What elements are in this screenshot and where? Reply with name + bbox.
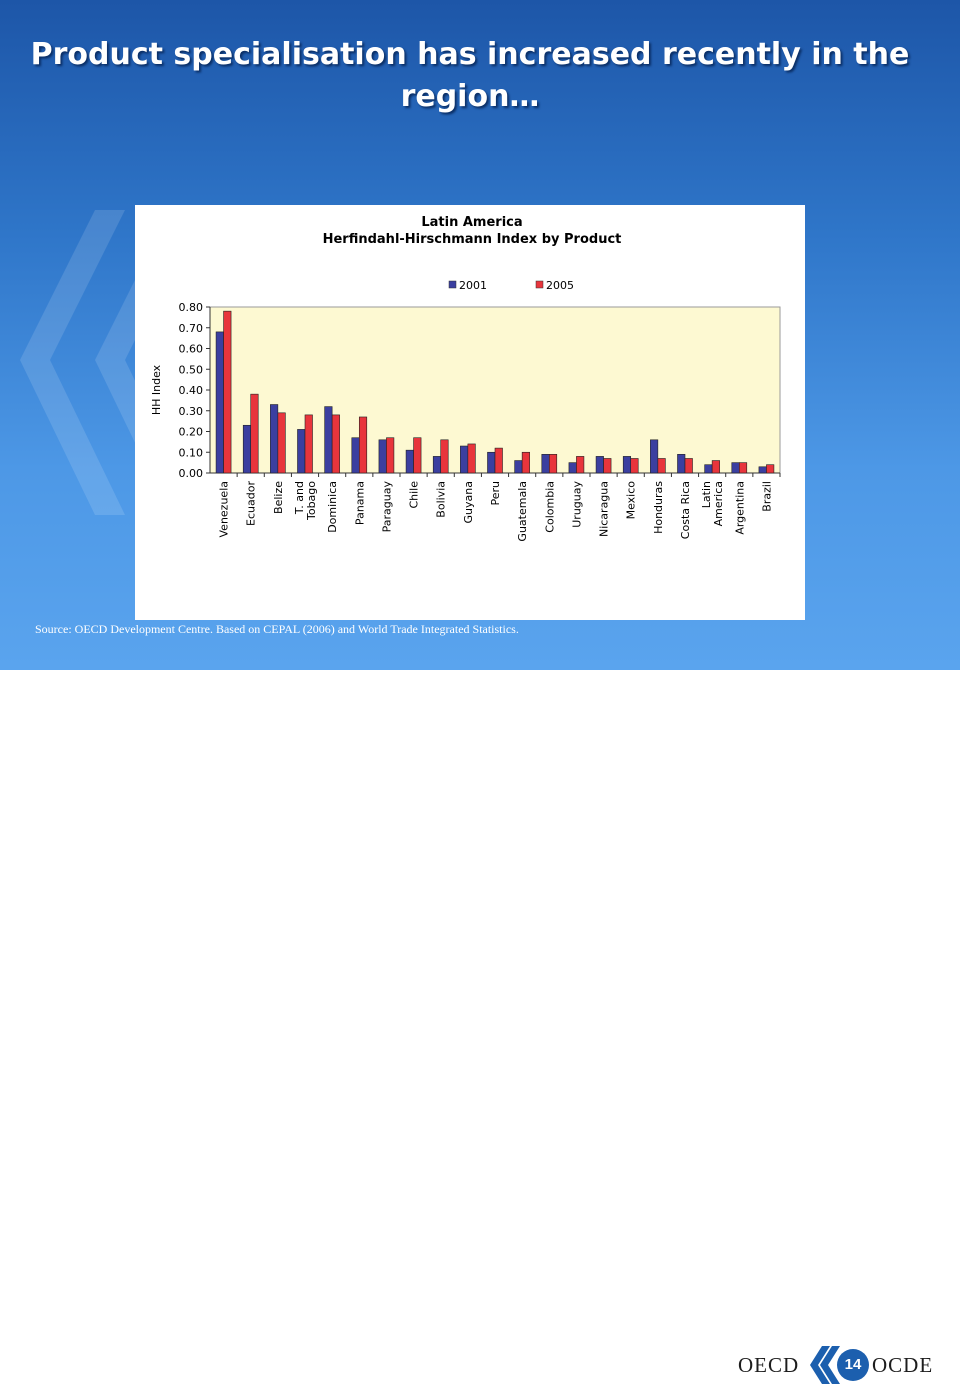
bar-2001-venezuela xyxy=(215,331,224,474)
x-category-label: Chile xyxy=(408,481,421,509)
bar-2005-peru xyxy=(494,447,503,474)
bar-2005-paraguay xyxy=(386,437,395,474)
y-tick-label: 0.10 xyxy=(179,446,204,459)
bar-2005-latin-america xyxy=(711,460,720,474)
x-category-label: Argentina xyxy=(733,481,746,535)
bar-2005-nicaragua xyxy=(603,458,612,474)
bar-2001-panama xyxy=(351,437,360,474)
x-category-label: Ecuador xyxy=(245,481,258,526)
bar-2005-honduras xyxy=(657,458,666,474)
x-category-label: Colombia xyxy=(543,481,556,533)
slide: Product specialisation has increased rec… xyxy=(0,0,960,670)
bar-2005-brazil xyxy=(766,464,775,474)
chart-title-line-1: Latin America xyxy=(421,215,522,230)
x-category-label: Paraguay xyxy=(380,481,393,533)
bar-2005-mexico xyxy=(630,458,639,474)
bar-2005-venezuela xyxy=(223,310,232,474)
x-category-label: Honduras xyxy=(652,481,665,534)
chart-title-line-2: Herfindahl-Hirschmann Index by Product xyxy=(323,232,622,247)
footer: OECD 14 OCDE xyxy=(0,670,960,1384)
x-category-label: Uruguay xyxy=(570,481,583,528)
bar-2001-peru xyxy=(487,451,496,474)
bar-2001-argentina xyxy=(731,462,740,474)
legend-swatch-2005 xyxy=(535,280,544,289)
bar-2001-nicaragua xyxy=(595,456,604,474)
bar-2001-guyana xyxy=(460,445,469,474)
y-tick-label: 0.70 xyxy=(179,322,204,335)
legend-label-2001: 2001 xyxy=(459,279,487,292)
bar-2001-colombia xyxy=(541,454,550,474)
bar-2005-chile xyxy=(413,437,422,474)
bar-2001-bolivia xyxy=(432,456,442,474)
oecd-logo-text: OECD xyxy=(738,1353,800,1377)
bar-2005-panama xyxy=(358,416,368,474)
x-category-label: Venezuela xyxy=(218,481,231,538)
bar-2005-guatemala xyxy=(521,451,530,474)
y-tick-label: 0.30 xyxy=(179,405,204,418)
y-tick-label: 0.60 xyxy=(179,343,204,356)
bar-2005-colombia xyxy=(548,454,558,474)
y-tick-label: 0.50 xyxy=(179,363,204,376)
y-tick-label: 0.40 xyxy=(179,384,204,397)
bar-2005-guyana xyxy=(467,443,476,474)
y-axis-label: HH Index xyxy=(150,364,163,415)
x-category-label: T. andTobago xyxy=(293,481,318,521)
bar-2001-costa-rica xyxy=(677,454,686,474)
x-category-label: Panama xyxy=(353,481,366,525)
x-category-label: Costa Rica xyxy=(679,481,692,539)
source-note: Source: OECD Development Centre. Based o… xyxy=(35,622,519,636)
y-tick-label: 0.00 xyxy=(179,467,204,480)
bar-2005-costa-rica xyxy=(684,458,693,474)
x-category-label: Dominica xyxy=(326,481,339,533)
bar-2005-dominica xyxy=(331,414,340,474)
bar-2005-belize xyxy=(277,412,286,474)
bar-2005-t-and-tobago xyxy=(304,414,313,474)
hh-index-bar-chart: Latin America Herfindahl-Hirschmann Index… xyxy=(135,205,805,620)
x-category-label: Belize xyxy=(272,481,285,514)
bar-2005-uruguay xyxy=(576,456,585,474)
bar-2005-bolivia xyxy=(440,439,449,474)
slide-title: Product specialisation has increased rec… xyxy=(30,37,910,114)
page-number-badge: 14 xyxy=(837,1349,869,1381)
bar-2001-latin-america xyxy=(704,464,713,474)
bar-2001-uruguay xyxy=(568,462,577,474)
x-category-label: Nicaragua xyxy=(598,481,611,537)
bar-2001-dominica xyxy=(324,406,333,474)
bar-2001-guatemala xyxy=(514,460,523,474)
legend-swatch-2001 xyxy=(448,280,457,289)
y-tick-label: 0.80 xyxy=(179,301,204,314)
legend-label-2005: 2005 xyxy=(546,279,574,292)
x-category-label: Peru xyxy=(489,481,502,506)
ocde-logo-text: OCDE xyxy=(872,1353,934,1377)
bar-2001-ecuador xyxy=(242,424,252,474)
x-category-label: LatinAmerica xyxy=(700,481,725,526)
bar-2001-honduras xyxy=(650,439,659,474)
bar-2001-t-and-tobago xyxy=(297,429,306,474)
x-category-label: Brazil xyxy=(760,481,773,512)
bar-2001-chile xyxy=(405,449,414,474)
bar-2001-paraguay xyxy=(378,439,387,474)
x-category-label: Mexico xyxy=(625,481,638,520)
y-tick-label: 0.20 xyxy=(179,426,204,439)
x-category-label: Guyana xyxy=(462,481,475,523)
x-category-label: Bolivia xyxy=(435,481,448,518)
bar-2001-mexico xyxy=(622,456,632,474)
bar-2001-brazil xyxy=(758,466,767,474)
x-category-label: Guatemala xyxy=(516,481,529,542)
bar-2005-ecuador xyxy=(250,393,259,474)
bar-2001-belize xyxy=(270,404,279,474)
bar-2005-argentina xyxy=(738,462,748,474)
